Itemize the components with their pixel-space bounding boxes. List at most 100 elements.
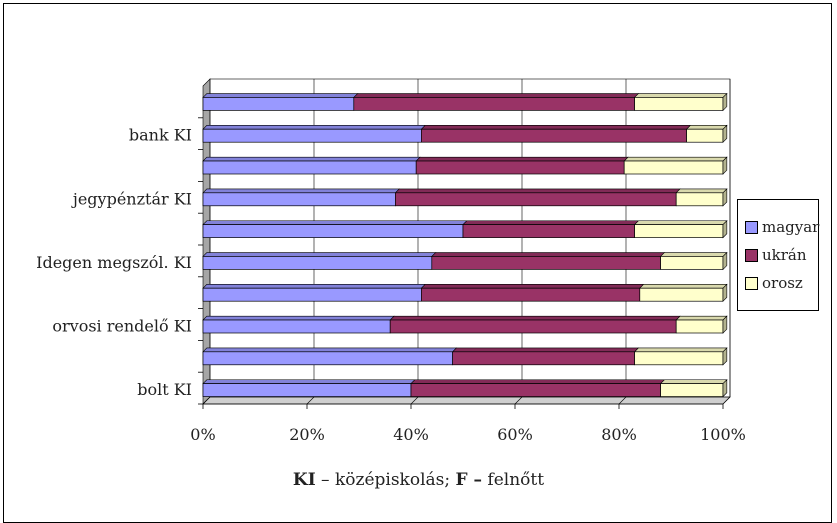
legend-label-ukran: ukrán: [762, 246, 807, 264]
bar-top-orosz: [685, 125, 728, 130]
bar-top-ukrán: [431, 252, 666, 257]
bar-segment-magyar: [202, 128, 422, 143]
bar-segment-orosz: [634, 97, 724, 111]
bar-top-magyar: [202, 220, 468, 225]
legend-label-orosz: orosz: [762, 274, 803, 292]
bar-segment-orosz: [623, 160, 724, 175]
bar-side-orosz: [722, 92, 728, 112]
bar-side-orosz: [722, 283, 728, 302]
bar-side-orosz: [722, 124, 728, 143]
legend-swatch-orosz: [745, 276, 758, 290]
bar-top-magyar: [202, 156, 421, 162]
bar-top-ukrán: [394, 188, 681, 194]
bar-top-ukrán: [420, 125, 692, 130]
bar-top-ukrán: [410, 379, 666, 384]
bar-top-orosz: [633, 347, 728, 353]
bar-top-magyar: [202, 347, 458, 353]
gridline-floor: [410, 396, 419, 405]
y-category-label: Idegen megszól. KI: [36, 253, 192, 272]
bar-segment-orosz: [660, 383, 724, 397]
bar-segment-orosz: [686, 128, 724, 143]
bar-segment-ukrán: [431, 256, 661, 270]
bar-top-orosz: [633, 220, 728, 225]
plot-floor: [202, 396, 731, 405]
bar-top-orosz: [659, 379, 728, 384]
bar-segment-magyar: [202, 224, 464, 238]
bar-top-orosz: [675, 315, 728, 321]
x-tick-label: 100%: [700, 425, 746, 444]
bar-top-magyar: [202, 379, 416, 384]
bar-segment-ukrán: [395, 192, 677, 207]
caption-ki-abbr: KI: [292, 470, 316, 490]
chart-legend: magyar ukrán orosz: [737, 199, 819, 311]
bar-segment-orosz: [639, 287, 724, 302]
bar-segment-ukrán: [415, 160, 625, 175]
gridline-floor: [306, 396, 315, 405]
bar-top-ukrán: [389, 315, 681, 321]
caption-f-text: felnőtt: [482, 470, 545, 490]
x-tick-label: 60%: [497, 425, 533, 444]
bar-top-magyar: [202, 188, 400, 194]
bar-side-orosz: [722, 251, 728, 271]
legend-swatch-magyar: [745, 220, 758, 234]
caption-ki-text: – középiskolás;: [315, 470, 456, 490]
bar-segment-ukrán: [353, 97, 635, 111]
bar-segment-orosz: [675, 192, 724, 207]
bar-segment-ukrán: [421, 287, 641, 302]
chart-caption: KI – középiskolás; F – felnőtt: [0, 470, 837, 490]
bar-top-orosz: [639, 284, 728, 289]
x-tick-label: 80%: [601, 425, 637, 444]
x-tick-label: 0%: [190, 425, 215, 444]
legend-swatch-ukran: [745, 248, 758, 262]
gridline-floor: [202, 396, 211, 405]
y-category-label: jegypénztár KI: [71, 189, 192, 208]
bar-segment-magyar: [202, 319, 391, 334]
bar-segment-ukrán: [389, 319, 677, 334]
bar-segment-magyar: [202, 160, 417, 175]
bar-segment-magyar: [202, 97, 355, 111]
legend-item-orosz: orosz: [745, 274, 803, 292]
y-category-label: orvosi rendelő KI: [52, 317, 192, 336]
x-tick-label: 40%: [393, 425, 429, 444]
bar-segment-orosz: [634, 351, 724, 366]
legend-label-magyar: magyar: [762, 218, 820, 236]
bar-top-ukrán: [420, 284, 645, 289]
bar-top-orosz: [659, 252, 728, 257]
bar-top-ukrán: [353, 93, 640, 98]
bar-top-orosz: [623, 156, 728, 162]
bar-side-orosz: [722, 156, 728, 175]
x-tick-label: 20%: [289, 425, 325, 444]
legend-item-ukran: ukrán: [745, 246, 807, 264]
bar-top-ukrán: [451, 347, 640, 353]
bar-side-orosz: [722, 188, 728, 207]
y-category-label: bank KI: [129, 126, 192, 145]
bar-segment-magyar: [202, 383, 412, 397]
legend-item-magyar: magyar: [745, 218, 819, 236]
bar-segment-orosz: [660, 256, 724, 270]
bar-top-orosz: [675, 188, 728, 194]
bar-top-magyar: [202, 93, 359, 98]
bar-top-magyar: [202, 125, 426, 130]
bar-segment-magyar: [202, 351, 453, 366]
gridline-floor: [514, 396, 523, 405]
bar-top-ukrán: [415, 156, 629, 162]
bar-segment-ukrán: [462, 224, 635, 238]
bar-top-orosz: [633, 93, 728, 98]
bar-segment-magyar: [202, 287, 422, 302]
gridline-floor: [618, 396, 627, 405]
bar-top-magyar: [202, 252, 437, 257]
bar-segment-ukrán: [421, 128, 687, 143]
bar-segment-magyar: [202, 192, 396, 207]
bar-side-orosz: [722, 347, 728, 366]
bar-segment-orosz: [675, 319, 724, 334]
bar-segment-magyar: [202, 256, 433, 270]
bar-top-magyar: [202, 315, 395, 321]
bar-side-orosz: [722, 220, 728, 239]
bar-segment-ukrán: [452, 351, 635, 366]
bar-segment-orosz: [634, 224, 724, 238]
bar-top-magyar: [202, 284, 426, 289]
bar-segment-ukrán: [410, 383, 661, 397]
bar-top-ukrán: [462, 220, 640, 225]
bar-side-orosz: [722, 315, 728, 334]
